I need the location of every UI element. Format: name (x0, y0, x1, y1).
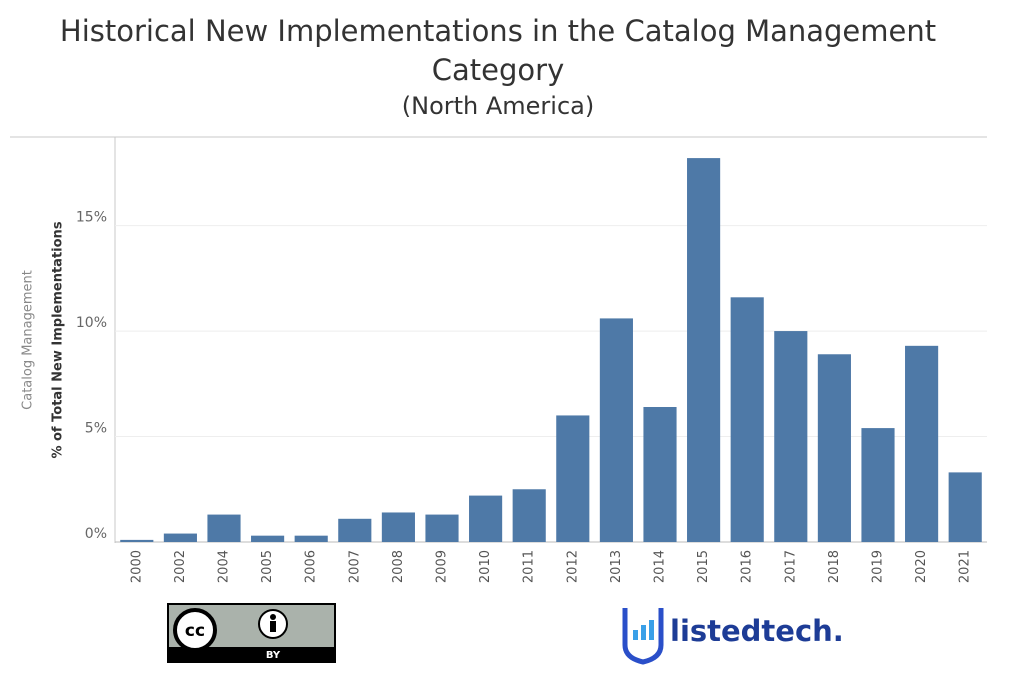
bar (861, 428, 895, 542)
brand-bar (649, 620, 654, 640)
x-tick-label: 2009 (435, 550, 450, 583)
x-tick-label: 2019 (871, 550, 886, 583)
y-tick-label: 5% (85, 421, 107, 437)
x-tick-label: 2020 (914, 550, 929, 583)
bar (294, 535, 328, 542)
x-tick-label: 2017 (783, 550, 798, 583)
y-group-label: Catalog Management (21, 270, 36, 410)
bar (251, 535, 285, 542)
bar (425, 514, 459, 542)
x-tick-label: 2014 (653, 550, 668, 583)
x-tick-label: 2000 (129, 550, 144, 583)
bar (948, 472, 982, 542)
by-body (270, 621, 276, 632)
x-tick-label: 2002 (173, 550, 188, 583)
x-tick-label: 2004 (217, 550, 232, 583)
bar (120, 539, 154, 542)
x-tick-label: 2012 (565, 550, 580, 583)
bar (599, 318, 633, 542)
x-tick-label: 2007 (347, 550, 362, 583)
by-head (270, 614, 276, 620)
bar (512, 489, 546, 542)
bar (338, 518, 372, 542)
bar (817, 354, 851, 542)
brand-shield (622, 608, 664, 665)
brand-logo: listedtech. (622, 608, 844, 665)
bar (556, 415, 590, 542)
bar (730, 297, 764, 542)
x-tick-label: 2016 (740, 550, 755, 583)
license-badge: cc BY (167, 603, 336, 663)
license-text: BY (266, 650, 281, 661)
brand-bar (633, 630, 638, 640)
brand-bar (641, 625, 646, 640)
bar (163, 533, 197, 542)
x-tick-label: 2021 (958, 550, 973, 583)
y-tick-label: 10% (76, 315, 107, 331)
bar (643, 407, 677, 542)
x-tick-label: 2005 (260, 550, 275, 583)
x-tick-label: 2006 (304, 550, 319, 583)
bar (207, 514, 241, 542)
x-tick-label: 2018 (827, 550, 842, 583)
badge-strip (169, 647, 334, 661)
chart-subtitle: (North America) (401, 92, 595, 120)
x-tick-label: 2011 (522, 550, 537, 583)
x-tick-label: 2013 (609, 550, 624, 583)
bar (469, 495, 503, 542)
brand-text: listedtech. (670, 614, 844, 648)
bar (905, 345, 939, 542)
x-tick-label: 2015 (696, 550, 711, 583)
y-axis-title: % of Total New Implementations (51, 221, 66, 458)
x-tick-label: 2010 (478, 550, 493, 583)
y-tick-label: 15% (76, 210, 107, 226)
y-tick-label: 0% (85, 526, 107, 542)
bar (381, 512, 415, 542)
bar (687, 158, 721, 542)
chart-title: Historical New Implementations in the Ca… (59, 14, 937, 87)
bar (774, 331, 808, 542)
x-tick-label: 2008 (391, 550, 406, 583)
cc-text: cc (185, 621, 205, 641)
cc-circle (173, 608, 217, 652)
